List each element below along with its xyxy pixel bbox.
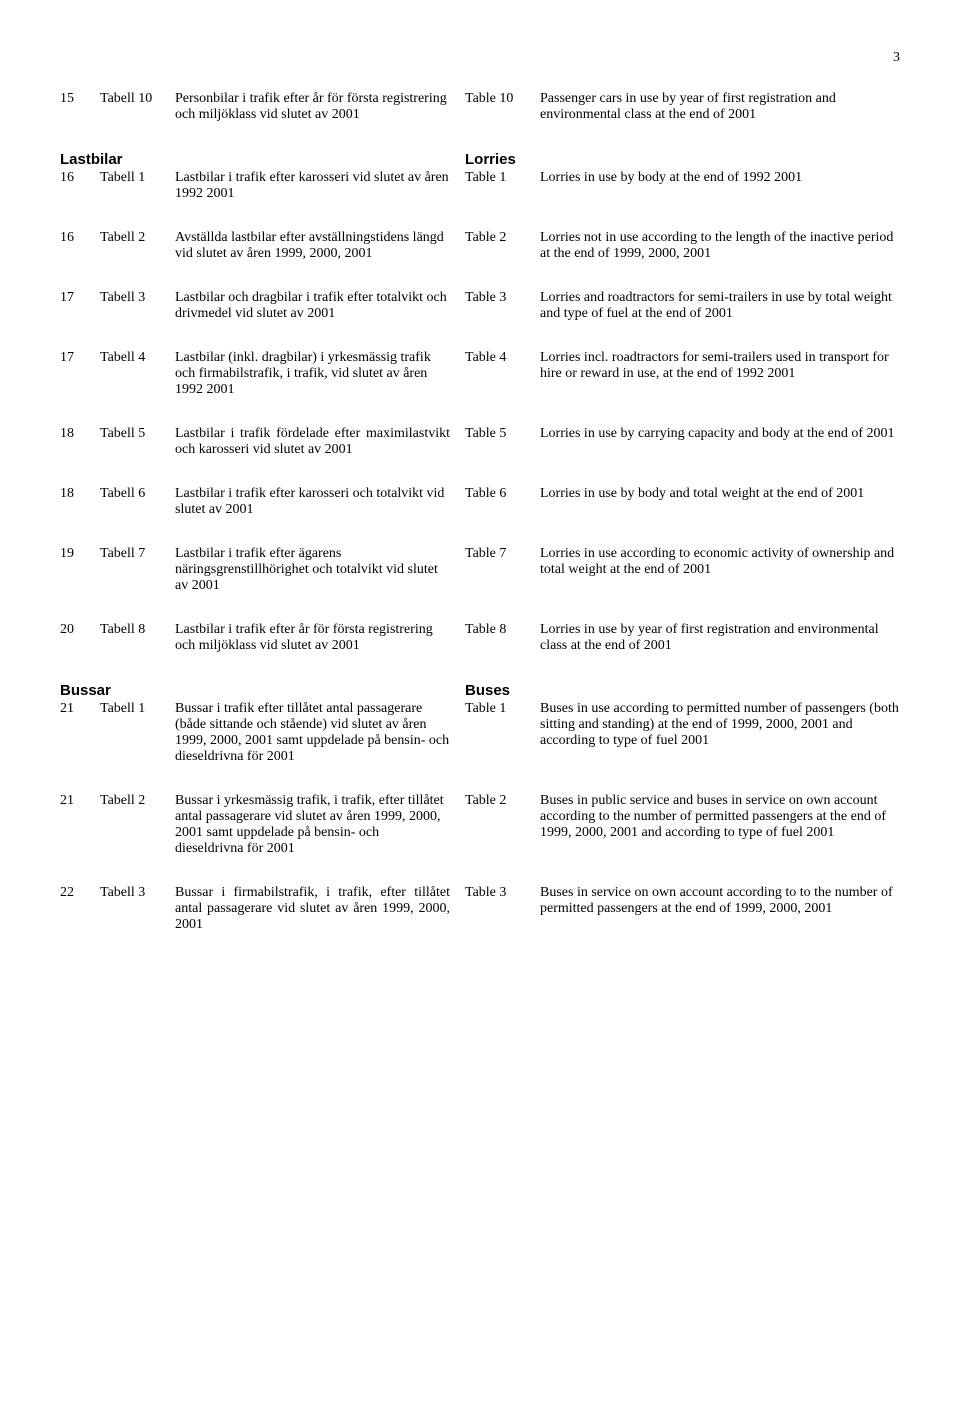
- table-label-en: Table 5: [465, 426, 540, 458]
- toc-row: 18Tabell 6Lastbilar i trafik efter karos…: [60, 486, 900, 518]
- description-en: Lorries in use according to economic act…: [540, 546, 900, 594]
- description-sv: Lastbilar i trafik efter karosseri och t…: [175, 486, 465, 518]
- description-sv: Avställda lastbilar efter avställningsti…: [175, 230, 465, 262]
- description-sv: Lastbilar (inkl. dragbilar) i yrkesmässi…: [175, 350, 465, 398]
- page-col: 16: [60, 170, 100, 202]
- description-en: Lorries not in use according to the leng…: [540, 230, 900, 262]
- page-col: 18: [60, 426, 100, 458]
- toc-row: 16Tabell 2Avställda lastbilar efter avst…: [60, 230, 900, 262]
- toc-row: 22Tabell 3Bussar i firmabilstrafik, i tr…: [60, 885, 900, 933]
- toc-row: 20Tabell 8Lastbilar i trafik efter år fö…: [60, 622, 900, 654]
- description-sv: Lastbilar i trafik efter ägarens närings…: [175, 546, 465, 594]
- page-col: 15: [60, 91, 100, 123]
- section-header-en: Lorries: [465, 151, 900, 168]
- toc-row: 17Tabell 4Lastbilar (inkl. dragbilar) i …: [60, 350, 900, 398]
- table-label-en: Table 10: [465, 91, 540, 123]
- page-col: 16: [60, 230, 100, 262]
- page-col: 17: [60, 290, 100, 322]
- toc-row: 21Tabell 2Bussar i yrkesmässig trafik, i…: [60, 793, 900, 857]
- description-en: Lorries in use by year of first registra…: [540, 622, 900, 654]
- section-header-sv: Bussar: [60, 682, 465, 699]
- toc-row: 17Tabell 3Lastbilar och dragbilar i traf…: [60, 290, 900, 322]
- table-label-sv: Tabell 5: [100, 426, 175, 458]
- description-sv: Personbilar i trafik efter år för första…: [175, 91, 465, 123]
- toc-row: 21Tabell 1Bussar i trafik efter tillåtet…: [60, 701, 900, 765]
- page-col: 20: [60, 622, 100, 654]
- table-label-sv: Tabell 1: [100, 170, 175, 202]
- page-col: 21: [60, 701, 100, 765]
- section-header-row: LastbilarLorries: [60, 151, 900, 168]
- description-en: Buses in public service and buses in ser…: [540, 793, 900, 857]
- table-label-sv: Tabell 2: [100, 793, 175, 857]
- table-label-en: Table 2: [465, 793, 540, 857]
- section-header-en: Buses: [465, 682, 900, 699]
- table-label-sv: Tabell 8: [100, 622, 175, 654]
- toc-row: 15Tabell 10Personbilar i trafik efter år…: [60, 91, 900, 123]
- description-sv: Lastbilar i trafik efter år för första r…: [175, 622, 465, 654]
- description-en: Lorries and roadtractors for semi-traile…: [540, 290, 900, 322]
- table-label-en: Table 3: [465, 290, 540, 322]
- table-label-en: Table 1: [465, 170, 540, 202]
- page-col: 21: [60, 793, 100, 857]
- description-en: Lorries in use by body and total weight …: [540, 486, 900, 518]
- description-en: Lorries in use by body at the end of 199…: [540, 170, 900, 202]
- description-sv: Bussar i trafik efter tillåtet antal pas…: [175, 701, 465, 765]
- page-col: 17: [60, 350, 100, 398]
- page-col: 19: [60, 546, 100, 594]
- description-sv: Bussar i yrkesmässig trafik, i trafik, e…: [175, 793, 465, 857]
- table-label-sv: Tabell 7: [100, 546, 175, 594]
- table-label-sv: Tabell 4: [100, 350, 175, 398]
- table-label-en: Table 2: [465, 230, 540, 262]
- table-label-en: Table 8: [465, 622, 540, 654]
- table-label-sv: Tabell 1: [100, 701, 175, 765]
- table-of-contents: 15Tabell 10Personbilar i trafik efter år…: [60, 91, 900, 933]
- description-en: Lorries in use by carrying capacity and …: [540, 426, 900, 458]
- description-sv: Lastbilar och dragbilar i trafik efter t…: [175, 290, 465, 322]
- table-label-en: Table 1: [465, 701, 540, 765]
- section-header-row: BussarBuses: [60, 682, 900, 699]
- description-sv: Lastbilar i trafik fördelade efter maxim…: [175, 426, 465, 458]
- table-label-en: Table 4: [465, 350, 540, 398]
- page-col: 18: [60, 486, 100, 518]
- table-label-sv: Tabell 10: [100, 91, 175, 123]
- table-label-en: Table 6: [465, 486, 540, 518]
- section-header-sv: Lastbilar: [60, 151, 465, 168]
- toc-row: 18Tabell 5Lastbilar i trafik fördelade e…: [60, 426, 900, 458]
- table-label-en: Table 3: [465, 885, 540, 933]
- page-col: 22: [60, 885, 100, 933]
- description-en: Lorries incl. roadtractors for semi-trai…: [540, 350, 900, 398]
- table-label-sv: Tabell 6: [100, 486, 175, 518]
- description-sv: Lastbilar i trafik efter karosseri vid s…: [175, 170, 465, 202]
- table-label-sv: Tabell 2: [100, 230, 175, 262]
- table-label-en: Table 7: [465, 546, 540, 594]
- description-sv: Bussar i firmabilstrafik, i trafik, efte…: [175, 885, 465, 933]
- table-label-sv: Tabell 3: [100, 290, 175, 322]
- description-en: Passenger cars in use by year of first r…: [540, 91, 900, 123]
- toc-row: 16Tabell 1Lastbilar i trafik efter karos…: [60, 170, 900, 202]
- description-en: Buses in service on own account accordin…: [540, 885, 900, 933]
- toc-row: 19Tabell 7Lastbilar i trafik efter ägare…: [60, 546, 900, 594]
- description-en: Buses in use according to permitted numb…: [540, 701, 900, 765]
- table-label-sv: Tabell 3: [100, 885, 175, 933]
- page-number: 3: [60, 50, 900, 66]
